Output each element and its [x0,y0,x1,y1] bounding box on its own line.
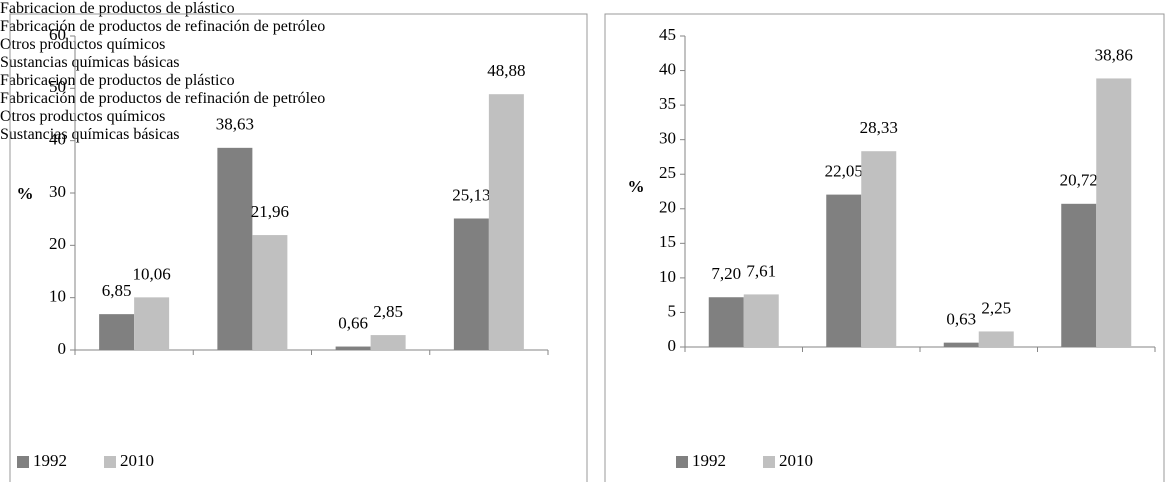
y-tick-label: 40 [659,59,676,78]
data-label: 7,61 [746,261,776,280]
y-tick-label: 35 [659,94,676,113]
y-tick-label: 45 [659,25,676,44]
y-tick-label: 30 [659,129,676,148]
bar [978,331,1014,347]
bar [708,297,744,347]
data-label: 22,05 [825,162,863,181]
legend-swatch [676,456,688,468]
data-label: 2,25 [981,298,1011,317]
bar [370,335,406,350]
data-label: 28,33 [860,118,898,137]
x-tick-label: Otros productos químicos [0,108,166,125]
y-tick-label: 30 [49,182,66,201]
bar [217,147,253,350]
y-axis-label: % [628,177,645,196]
y-tick-label: 10 [659,267,676,286]
bar [861,151,897,347]
bar [826,194,862,347]
data-label: 0,63 [946,310,976,329]
bar [134,297,170,350]
x-tick-label: Sustancias químicas básicas [0,126,180,143]
legend-swatch [104,456,116,468]
x-tick-label: Fabricacion de productos de plástico [0,0,235,17]
data-label: 38,86 [1095,45,1133,64]
y-tick-label: 40 [49,130,66,149]
legend-swatch [17,456,29,468]
bar [1096,78,1132,348]
y-tick-label: 25 [659,163,676,182]
bar [335,346,371,350]
y-tick-label: 10 [49,287,66,306]
data-label: 38,63 [216,115,254,134]
bar [1061,203,1097,347]
x-tick-label: Fabricación de productos de refinación d… [0,18,326,35]
legend-swatch [763,456,775,468]
data-label: 25,13 [452,185,490,204]
x-tick-label: Otros productos químicos [0,36,166,53]
x-tick-label: Fabricacion de productos de plástico [0,72,235,89]
data-label: 2,85 [373,302,403,321]
legend-label: 1992 [33,451,67,470]
bar [453,218,489,350]
y-tick-label: 5 [668,301,677,320]
bar [943,342,979,347]
x-tick-label: Sustancias químicas básicas [0,54,180,71]
data-label: 7,20 [711,264,741,283]
bar [743,294,779,347]
y-axis-label: % [17,184,34,203]
data-label: 21,96 [251,202,289,221]
y-tick-label: 50 [49,77,66,96]
data-label: 6,85 [102,281,132,300]
panel-frame [604,13,1165,482]
data-label: 48,88 [487,61,525,80]
legend-label: 2010 [779,451,813,470]
y-tick-label: 0 [668,336,677,355]
y-tick-label: 60 [49,25,66,44]
data-label: 20,72 [1060,171,1098,190]
data-label: 10,06 [133,264,171,283]
y-tick-label: 20 [49,234,66,253]
x-tick-label: Fabricación de productos de refinación d… [0,90,326,107]
legend-label: 1992 [692,451,726,470]
data-label: 0,66 [338,313,368,332]
bar [488,94,524,350]
bar [99,314,135,350]
legend-label: 2010 [120,451,154,470]
y-tick-label: 15 [659,232,676,251]
bar [252,235,288,350]
panel-frame [9,13,588,482]
y-tick-label: 0 [58,339,67,358]
y-tick-label: 20 [659,198,676,217]
